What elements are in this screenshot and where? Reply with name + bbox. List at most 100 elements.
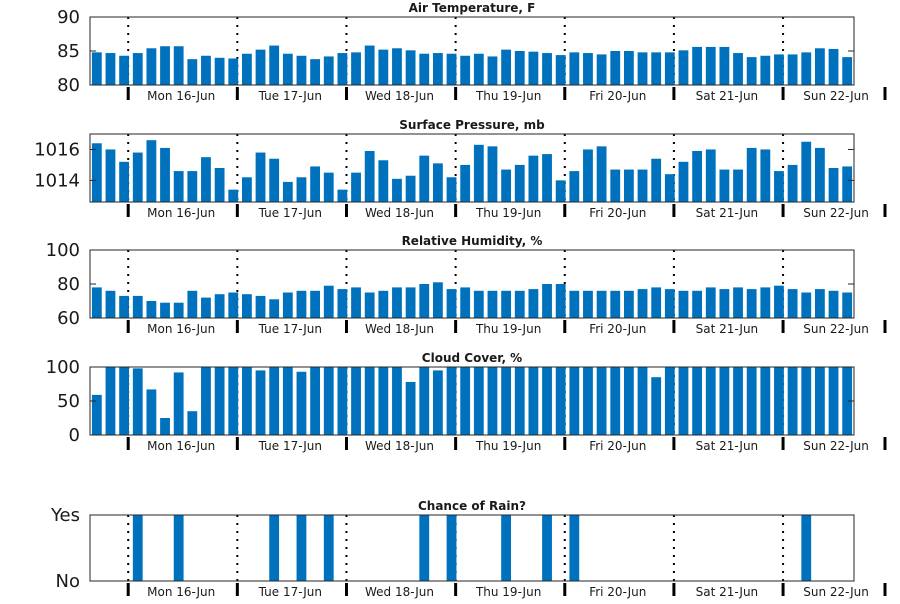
panel-2-bar xyxy=(651,158,662,202)
panel-4-bar xyxy=(323,367,334,435)
panel-2-bar xyxy=(364,151,375,202)
panel-2-bar xyxy=(323,172,334,202)
panel-3-bar xyxy=(705,287,716,318)
panel-3-ytick-label: 80 xyxy=(57,274,80,295)
panel-3-bar xyxy=(310,290,321,318)
panel-5-bar xyxy=(446,515,457,581)
panel-4-bar xyxy=(392,367,402,435)
panel-4-bar xyxy=(760,367,771,435)
panel-2-title: Surface Pressure, mb xyxy=(399,118,545,132)
panel-2-bar xyxy=(187,171,198,202)
panel-4-bar xyxy=(637,367,648,435)
panel-3-ytick-label: 60 xyxy=(57,308,80,329)
panel-1-bar xyxy=(760,55,771,85)
panel-2-bar xyxy=(569,171,580,202)
panel-3-bar xyxy=(583,290,593,318)
panel-3-bar xyxy=(596,290,607,318)
panel-2-bar xyxy=(446,177,457,202)
panel-3-xtick-label: Wed 18-Jun xyxy=(365,322,434,336)
panel-4-bar xyxy=(583,367,593,435)
panel-1-bar xyxy=(733,53,743,85)
panel-4-bar xyxy=(241,367,252,435)
panel-3-bar xyxy=(132,295,143,318)
panel-5-xtick-label: Fri 20-Jun xyxy=(589,585,646,599)
panel-3-bar xyxy=(228,292,239,318)
panel-1-bar xyxy=(405,50,416,85)
panel-1-bar xyxy=(842,57,853,85)
panel-2-bar xyxy=(664,174,675,202)
panel-1-bar xyxy=(664,52,675,85)
panel-1-bar xyxy=(269,45,280,85)
panel-4-bar xyxy=(569,367,580,435)
panel-1-bar xyxy=(801,52,812,85)
panel-1-title: Air Temperature, F xyxy=(409,1,536,15)
panel-1-ytick-label: 90 xyxy=(57,7,80,28)
panel-3-xtick-label: Tue 17-Jun xyxy=(258,322,322,336)
panel-4-bar xyxy=(419,367,430,435)
panel-5-xtick-label: Sat 21-Jun xyxy=(696,585,759,599)
panel-1-bar xyxy=(637,52,648,85)
panel-1-xtick-label: Mon 16-Jun xyxy=(147,89,215,103)
panel-1-bar xyxy=(460,55,471,85)
panel-3-bar xyxy=(392,287,402,318)
panel-1-bar xyxy=(419,53,430,85)
panel-3-bar xyxy=(569,290,580,318)
panel-5-ytick-label: No xyxy=(56,571,80,592)
panel-1-bar xyxy=(173,46,184,85)
panel-2-ytick-label: 1016 xyxy=(34,139,80,160)
panel-3-bar xyxy=(528,289,539,318)
panel-1-bar xyxy=(514,51,525,85)
panel-4-bar xyxy=(814,367,825,435)
panel-3-bar xyxy=(801,292,812,318)
panel-2-bar xyxy=(473,144,484,202)
panel-4-bar xyxy=(460,367,471,435)
panel-3-bar xyxy=(160,302,170,318)
panel-4-bar xyxy=(501,367,512,435)
panel-1-bar xyxy=(392,48,402,85)
panel-2-bar xyxy=(460,164,471,202)
panel-4-bar xyxy=(473,367,484,435)
panel-4-bar xyxy=(446,367,457,435)
panel-4-bar xyxy=(678,367,689,435)
panel-1-bar xyxy=(160,46,170,85)
panel-4-bar xyxy=(91,394,102,435)
panel-4-bar xyxy=(201,367,211,435)
panel-5-bar xyxy=(173,515,184,581)
panel-2-bar xyxy=(241,177,252,202)
panel-2-bar xyxy=(392,178,402,202)
panel-1-bar xyxy=(119,55,130,85)
panel-4-bar xyxy=(801,367,812,435)
panel-2-bar xyxy=(733,169,743,202)
panel-4-bar xyxy=(255,370,266,435)
panel-1-xtick-label: Sun 22-Jun xyxy=(803,89,869,103)
panel-3-bar xyxy=(323,285,334,318)
panel-3-bar xyxy=(255,295,266,318)
panel-1-ytick-label: 80 xyxy=(57,75,80,96)
panel-3-bar xyxy=(214,294,225,318)
panel-3-bar xyxy=(473,290,484,318)
panel-2-bar xyxy=(201,157,211,202)
panel-3-bar xyxy=(337,289,348,318)
panel-1-bar xyxy=(610,51,621,85)
panel-4-ytick-label: 100 xyxy=(46,357,80,378)
panel-2-bar xyxy=(91,143,102,202)
panel-3-bar xyxy=(733,287,743,318)
panel-1-bar xyxy=(214,57,225,85)
panel-2-bar xyxy=(637,169,648,202)
panel-5-bar xyxy=(323,515,334,581)
panel-3-bar xyxy=(814,289,825,318)
panel-2-bar xyxy=(255,152,266,202)
panel-4-bar xyxy=(364,367,375,435)
panel-5-bar xyxy=(501,515,512,581)
panel-1-bar xyxy=(501,49,512,85)
panel-1-bar xyxy=(746,57,757,85)
panel-1-bar xyxy=(623,51,634,85)
panel-3-xtick-label: Thu 19-Jun xyxy=(475,322,541,336)
panel-1-xtick-label: Fri 20-Jun xyxy=(589,89,646,103)
panel-3-bar xyxy=(787,289,798,318)
panel-5-bar xyxy=(569,515,580,581)
panel-2-xtick-label: Sat 21-Jun xyxy=(696,206,759,220)
panel-4-title: Cloud Cover, % xyxy=(422,351,522,365)
panel-2-bar xyxy=(405,175,416,202)
panel-2-bar xyxy=(623,169,634,202)
